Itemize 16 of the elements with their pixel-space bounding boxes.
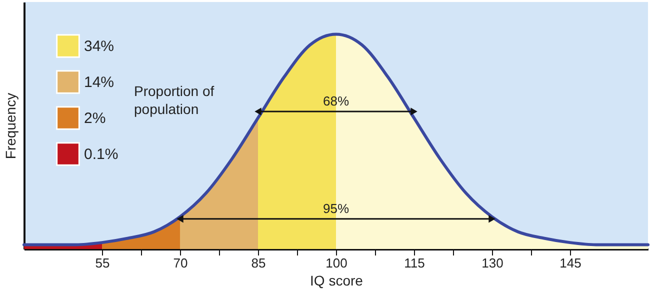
legend-title: Proportion of population: [134, 83, 214, 117]
legend-label: 34%: [84, 38, 114, 55]
x-tick-label: 115: [404, 256, 425, 270]
legend-label: 14%: [84, 74, 114, 91]
legend-label: 2%: [84, 110, 106, 127]
legend-label: 0.1%: [84, 146, 118, 163]
annotation: 95%: [322, 200, 350, 216]
annotation: 68%: [322, 94, 350, 109]
y-axis-title: Frequency: [2, 92, 18, 160]
x-tick-label: 130: [482, 256, 504, 270]
x-tick-label: 100: [326, 256, 348, 270]
x-tick-label: 85: [251, 256, 266, 270]
x-tick-label: 55: [95, 256, 110, 270]
x-tick-label: 70: [173, 256, 188, 270]
x-tick-label: 145: [560, 256, 582, 270]
x-axis-title: IQ score: [310, 272, 364, 288]
